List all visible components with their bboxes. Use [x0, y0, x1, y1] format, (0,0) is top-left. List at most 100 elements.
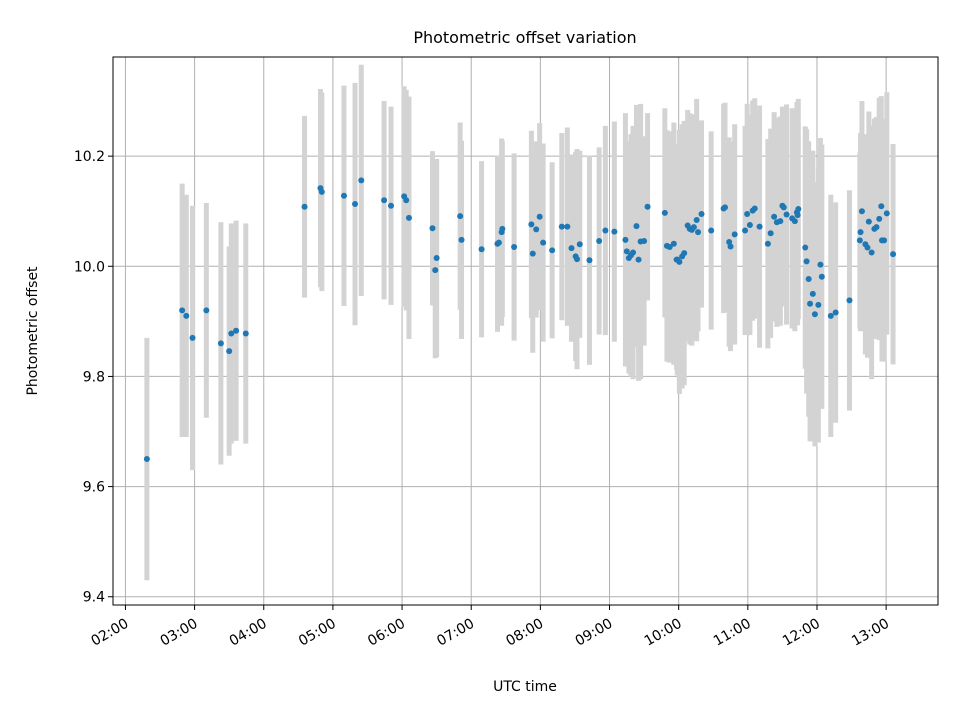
data-point — [340, 192, 347, 199]
data-point — [846, 297, 853, 304]
data-point — [633, 223, 640, 230]
data-point — [183, 312, 190, 319]
data-point — [811, 311, 818, 318]
data-point — [318, 188, 325, 195]
data-point — [708, 227, 715, 234]
data-point — [387, 202, 394, 209]
data-point — [827, 312, 834, 319]
data-point — [381, 197, 388, 204]
data-point — [858, 208, 865, 215]
data-point — [179, 307, 186, 314]
data-point — [217, 340, 224, 347]
data-point — [576, 241, 583, 248]
data-point — [511, 244, 518, 251]
data-point — [727, 243, 734, 250]
chart-title: Photometric offset variation — [413, 28, 636, 47]
data-point — [873, 224, 880, 231]
data-point — [189, 334, 196, 341]
data-point — [767, 230, 774, 237]
data-point — [622, 236, 629, 243]
data-point — [868, 249, 875, 256]
data-point — [698, 210, 705, 217]
data-point — [478, 246, 485, 253]
y-tick-label: 10.0 — [74, 259, 105, 275]
data-point — [805, 275, 812, 282]
data-point — [857, 229, 864, 236]
data-point — [429, 225, 436, 232]
data-point — [881, 237, 888, 244]
x-axis-label: UTC time — [493, 679, 557, 695]
data-point — [832, 309, 839, 316]
data-point — [228, 330, 235, 337]
y-tick-label: 9.6 — [83, 480, 105, 496]
data-point — [458, 236, 465, 243]
data-point — [602, 227, 609, 234]
data-point — [802, 244, 809, 251]
data-point — [432, 267, 439, 274]
data-point — [695, 229, 702, 236]
y-tick-label: 9.4 — [83, 590, 105, 606]
data-point — [403, 197, 410, 204]
data-point — [405, 214, 412, 221]
data-point — [731, 231, 738, 238]
data-point — [878, 203, 885, 210]
data-point — [242, 330, 249, 337]
data-point — [635, 256, 642, 263]
data-point — [533, 226, 540, 233]
data-point — [630, 249, 637, 256]
data-point — [676, 258, 683, 265]
data-point — [611, 228, 618, 235]
data-point — [661, 209, 668, 216]
data-point — [666, 244, 673, 251]
y-tick-label: 10.2 — [74, 149, 105, 165]
data-point — [301, 203, 308, 210]
data-point — [529, 250, 536, 257]
data-point — [817, 261, 824, 268]
data-point — [751, 205, 758, 212]
data-point — [777, 218, 784, 225]
data-point — [433, 255, 440, 262]
data-point — [746, 221, 753, 228]
data-point — [644, 203, 651, 210]
data-point — [818, 273, 825, 280]
data-point — [641, 237, 648, 244]
data-point — [795, 206, 802, 213]
data-point — [586, 257, 593, 264]
data-point — [864, 244, 871, 251]
data-point — [670, 240, 677, 247]
data-point — [558, 223, 565, 230]
data-point — [358, 177, 365, 184]
data-point — [596, 237, 603, 244]
data-point — [764, 240, 771, 247]
data-point — [791, 218, 798, 225]
data-point — [690, 224, 697, 231]
data-point — [495, 239, 502, 246]
data-point — [540, 239, 547, 246]
data-point — [809, 290, 816, 297]
y-tick-label: 9.8 — [83, 369, 105, 385]
data-point — [574, 256, 581, 263]
y-axis-label: Photometric offset — [25, 266, 41, 396]
data-point — [756, 223, 763, 230]
data-point — [499, 225, 506, 232]
data-point — [876, 215, 883, 222]
data-point — [681, 250, 688, 257]
data-point — [794, 212, 801, 219]
data-point — [771, 213, 778, 220]
data-point — [536, 213, 543, 220]
data-point — [865, 218, 872, 225]
data-point — [528, 221, 535, 228]
data-point — [564, 223, 571, 230]
data-point — [744, 210, 751, 217]
data-point — [549, 247, 556, 254]
data-point — [890, 251, 897, 258]
data-point — [783, 211, 790, 218]
data-points — [143, 177, 897, 463]
y-axis: 9.4 9.6 9.8 10.0 10.2 — [74, 149, 113, 606]
data-point — [722, 204, 729, 211]
data-point — [807, 300, 814, 307]
data-point — [780, 204, 787, 211]
data-point — [883, 210, 890, 217]
data-point — [815, 301, 822, 308]
